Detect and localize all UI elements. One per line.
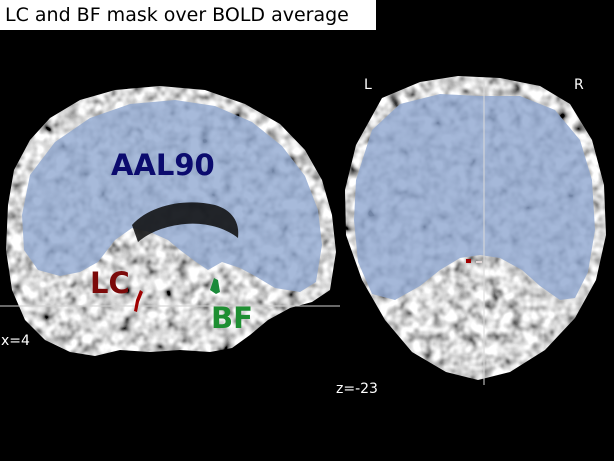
lc-label: LC: [90, 266, 130, 300]
axial-coord-label: z=-23: [336, 381, 378, 397]
sagittal-coord-label: x=4: [1, 333, 30, 349]
axial-slice: [345, 76, 606, 385]
aal90-overlay-axial: [354, 94, 595, 300]
lc-mask-sagittal: [134, 290, 143, 312]
bf-label: BF: [211, 301, 253, 335]
bf-mask-sagittal: [210, 278, 220, 294]
axial-right-label: R: [574, 77, 584, 93]
axial-left-label: L: [364, 77, 372, 93]
corpus-callosum: [132, 202, 239, 242]
lc-mask-axial-right: [476, 261, 482, 263]
figure-title: LC and BF mask over BOLD average: [0, 0, 376, 30]
lc-mask-axial: [466, 259, 471, 263]
aal90-overlay-sagittal: [22, 100, 322, 292]
sagittal-slice: [0, 86, 340, 356]
aal90-label: AAL90: [111, 148, 215, 182]
